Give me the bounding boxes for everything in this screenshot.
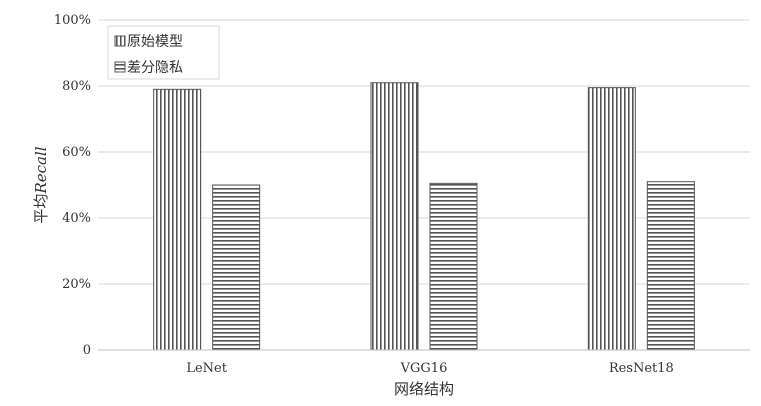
y-tick-label: 60% bbox=[62, 145, 91, 160]
bar-lenet-series-2 bbox=[212, 184, 261, 351]
y-tick-label: 80% bbox=[62, 79, 91, 94]
x-axis-title: 网络结构 bbox=[394, 380, 454, 398]
legend-label: 差分隐私 bbox=[127, 60, 183, 76]
legend-swatch bbox=[114, 61, 126, 73]
legend-label: 原始模型 bbox=[127, 34, 183, 50]
y-tick-label: 20% bbox=[62, 277, 91, 292]
x-axis-ticks: LeNet VGG16 ResNet18 bbox=[186, 361, 673, 376]
y-tick-label: 100% bbox=[54, 13, 91, 28]
bar-resnet18-series-2 bbox=[646, 181, 695, 351]
y-axis-title-italic: Recall bbox=[32, 146, 50, 194]
x-tick-label: LeNet bbox=[186, 361, 227, 376]
y-axis-title-prefix: 平均 bbox=[32, 194, 50, 224]
bar-lenet-series-1 bbox=[153, 88, 202, 351]
legend-box bbox=[107, 25, 220, 80]
y-axis-title: 平均Recall bbox=[32, 146, 50, 223]
y-axis-ticks: 0 20% 40% 60% 80% 100% bbox=[54, 13, 91, 358]
y-tick-label: 40% bbox=[62, 211, 91, 226]
bar-vgg16-series-1 bbox=[370, 82, 419, 351]
y-tick-label: 0 bbox=[83, 343, 91, 358]
bars bbox=[153, 82, 695, 351]
bar-resnet18-series-1 bbox=[587, 87, 636, 351]
x-tick-label: ResNet18 bbox=[609, 361, 674, 376]
legend-swatch bbox=[114, 35, 126, 47]
x-tick-label: VGG16 bbox=[400, 361, 448, 376]
bar-vgg16-series-2 bbox=[429, 182, 478, 351]
gridlines bbox=[98, 19, 750, 285]
